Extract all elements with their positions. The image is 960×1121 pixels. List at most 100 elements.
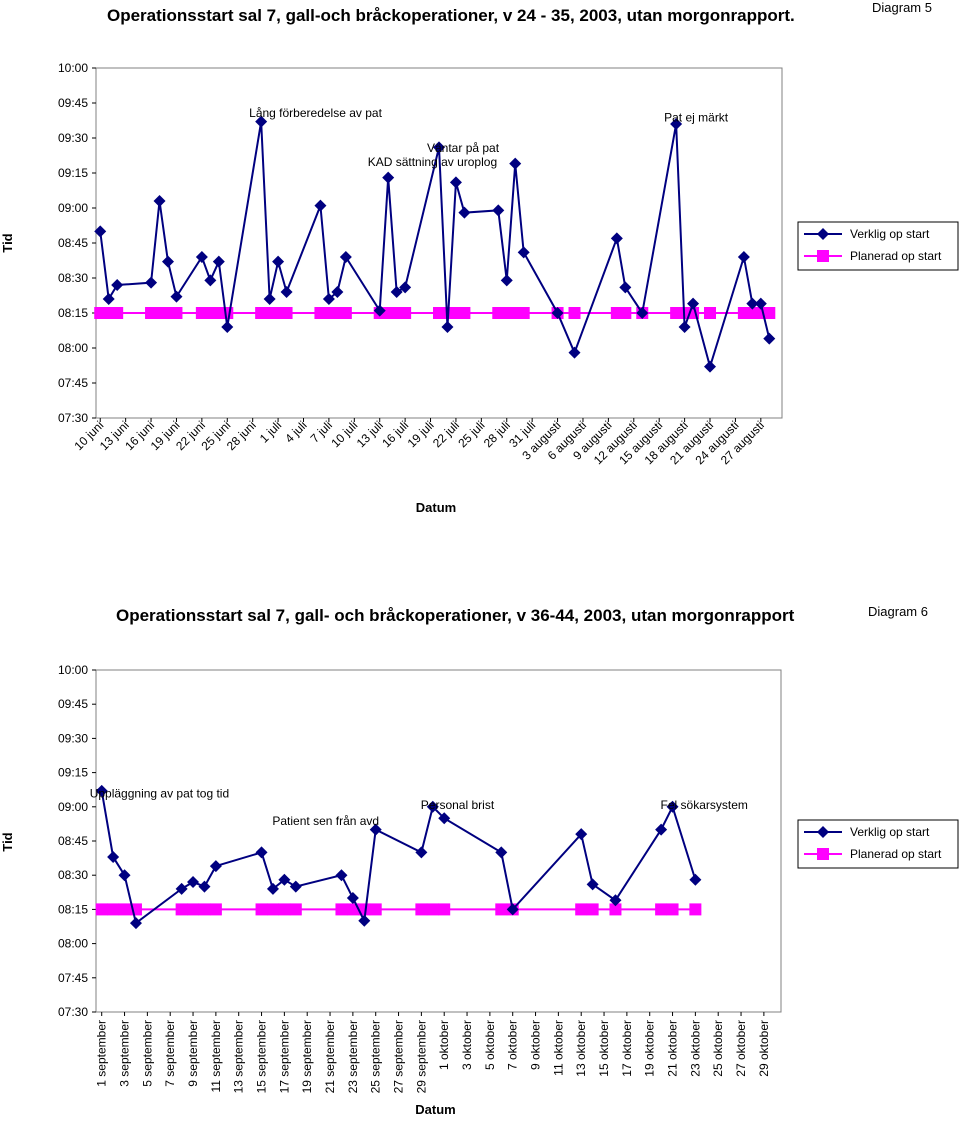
x-tick-label: 19 juli xyxy=(405,418,437,450)
data-point-planerad xyxy=(666,903,679,916)
y-tick-label: 10:00 xyxy=(58,61,88,75)
data-point-planerad xyxy=(426,903,439,916)
x-tick-label: 17 september xyxy=(277,1020,291,1093)
y-tick-label: 09:45 xyxy=(58,96,88,110)
data-point-verklig xyxy=(506,903,519,916)
x-tick-label: 5 oktober xyxy=(483,1020,497,1070)
data-point-verklig xyxy=(346,892,359,904)
y-tick-label: 08:30 xyxy=(58,271,88,285)
x-tick-label: 17 oktober xyxy=(620,1020,634,1077)
x-tick-label: 13 juli xyxy=(354,418,386,450)
x-tick-label: 11 september xyxy=(209,1020,223,1093)
y-tick-label: 09:45 xyxy=(58,697,88,711)
chart-5: 10:00 09:45 09:30 09:15 09:00 08:45 08:30 08:15… xyxy=(0,61,959,515)
data-point-planerad xyxy=(369,903,382,916)
y-tick-label: 08:15 xyxy=(58,902,88,916)
data-point-planerad xyxy=(255,307,268,319)
data-point-planerad xyxy=(187,903,200,916)
data-point-planerad xyxy=(255,903,268,916)
x-tick-label: 13 oktober xyxy=(574,1020,588,1077)
data-point-verklig xyxy=(221,321,234,333)
data-point-verklig xyxy=(145,276,158,289)
data-point-verklig xyxy=(170,290,183,303)
x-tick-label: 15 september xyxy=(255,1020,269,1093)
x-tick-label: 1 oktober xyxy=(437,1020,451,1070)
annotation-label: Fel sökarsystem xyxy=(661,798,748,812)
data-point-planerad xyxy=(170,307,183,319)
legend-label: Verklig op start xyxy=(850,227,930,241)
data-point-verklig xyxy=(335,869,348,882)
x-tick-label: 29 september xyxy=(414,1020,428,1093)
y-tick-label: 07:30 xyxy=(58,411,88,425)
data-point-planerad xyxy=(339,307,352,319)
x-tick-label: 22 juli xyxy=(430,418,462,450)
data-point-planerad xyxy=(95,903,108,916)
x-tick-label: 19 september xyxy=(300,1020,314,1093)
data-point-verklig xyxy=(280,286,293,298)
x-tick-label: 9 september xyxy=(186,1020,200,1087)
data-point-planerad xyxy=(517,307,530,319)
data-point-planerad xyxy=(266,903,279,916)
data-point-verklig xyxy=(102,293,115,305)
data-point-planerad xyxy=(111,307,124,319)
data-point-verklig xyxy=(212,255,225,268)
data-point-verklig xyxy=(575,828,588,841)
data-point-verklig xyxy=(289,880,302,893)
annotation-label: Patient sen från avd xyxy=(272,814,379,828)
data-point-verklig xyxy=(610,232,623,245)
data-point-verklig xyxy=(426,800,439,813)
y-tick-label: 10:00 xyxy=(58,663,88,677)
data-point-verklig xyxy=(495,846,508,859)
data-point-verklig xyxy=(263,293,276,305)
data-point-verklig xyxy=(390,286,403,298)
data-point-planerad xyxy=(346,903,359,916)
data-point-verklig xyxy=(175,882,188,895)
data-point-planerad xyxy=(198,903,211,916)
data-point-verklig xyxy=(373,304,386,317)
data-point-planerad xyxy=(209,903,222,916)
data-point-verklig xyxy=(619,281,632,294)
data-point-verklig xyxy=(118,869,131,882)
chart-6: 10:00 09:45 09:30 09:15 09:00 08:45 08:30 08:15… xyxy=(0,663,959,1117)
data-point-planerad xyxy=(500,307,513,319)
y-tick-label: 08:00 xyxy=(58,937,88,951)
x-tick-label: 16 juli xyxy=(379,418,411,450)
data-point-verklig xyxy=(458,206,471,219)
chart-6-diagram-label: Diagram 6 xyxy=(868,604,928,619)
data-point-verklig xyxy=(331,286,344,298)
data-point-verklig xyxy=(195,251,208,263)
data-point-verklig xyxy=(737,251,750,263)
x-tick-label: 21 september xyxy=(323,1020,337,1093)
y-tick-label: 09:00 xyxy=(58,800,88,814)
data-point-verklig xyxy=(449,176,462,189)
data-point-verklig xyxy=(255,846,268,859)
x-tick-label: 28 juni xyxy=(224,418,259,453)
data-point-verklig xyxy=(266,882,279,895)
legend-label: Planerad op start xyxy=(850,847,942,861)
data-point-verklig xyxy=(689,873,702,886)
x-tick-label: 19 oktober xyxy=(643,1020,657,1077)
y-axis-title: Tid xyxy=(0,233,15,252)
data-point-verklig xyxy=(255,115,268,128)
data-point-verklig xyxy=(551,307,564,319)
data-point-verklig xyxy=(655,823,668,836)
data-point-verklig xyxy=(636,307,649,319)
y-tick-label: 09:00 xyxy=(58,201,88,215)
data-point-planerad xyxy=(358,903,371,916)
data-point-planerad xyxy=(335,903,348,916)
x-tick-label: 5 september xyxy=(140,1020,154,1087)
data-point-planerad xyxy=(221,307,234,319)
data-point-planerad xyxy=(458,307,471,319)
data-point-verklig xyxy=(204,274,217,287)
data-point-verklig xyxy=(209,860,222,873)
chart-5-title: Operationsstart sal 7, gall-och bråckope… xyxy=(107,6,795,25)
data-point-verklig xyxy=(609,894,622,907)
data-point-planerad xyxy=(107,903,120,916)
data-point-verklig xyxy=(441,321,454,333)
chart-5-diagram-label: Diagram 5 xyxy=(872,0,932,15)
y-tick-label: 08:15 xyxy=(58,306,88,320)
data-point-verklig xyxy=(111,279,124,291)
x-tick-label: 25 september xyxy=(369,1020,383,1093)
x-tick-label: 23 oktober xyxy=(688,1020,702,1077)
data-point-verklig xyxy=(586,878,599,891)
